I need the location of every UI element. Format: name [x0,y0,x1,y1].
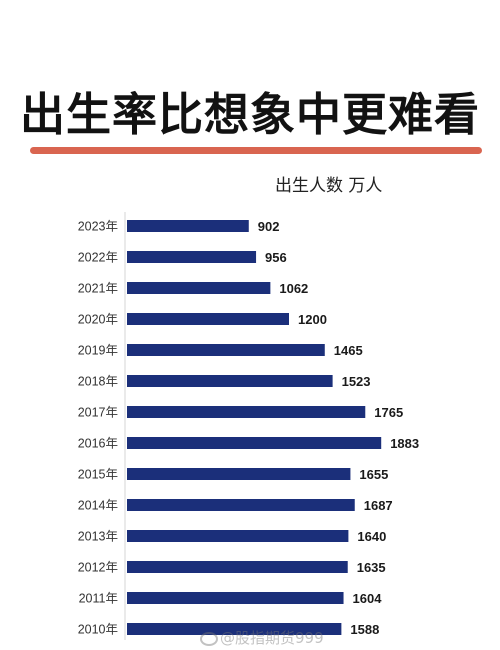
year-label: 2023年 [78,220,118,234]
value-label: 1635 [357,560,386,575]
value-label: 1523 [342,374,371,389]
value-label: 1765 [374,405,403,420]
bar [127,437,382,449]
bar [127,220,249,232]
bar [127,592,344,604]
year-label: 2021年 [78,282,118,296]
unit-label: 出生人数 万人 [275,176,383,196]
bar [127,313,289,325]
watermark: @股指期货999 [200,627,324,648]
year-label: 2012年 [78,561,118,575]
year-label: 2018年 [78,375,118,389]
value-label: 1655 [359,467,388,482]
value-label: 902 [258,219,280,234]
weibo-icon [200,631,218,646]
bar [127,251,257,263]
value-label: 1588 [350,622,379,637]
value-label: 1604 [353,591,383,606]
headline: 出生率比想象中更难看 [19,88,480,141]
headline-underline [30,147,482,154]
year-label: 2017年 [78,406,118,420]
year-label: 2010年 [78,623,118,637]
watermark-text: @股指期货999 [220,629,324,647]
year-label: 2019年 [78,344,118,358]
bar [127,530,349,542]
value-label: 1200 [298,312,327,327]
bar [127,406,366,418]
value-label: 1062 [279,281,308,296]
bars-group: 2023年 902 2022年 956 2021年 1062 2020年 1200 2019年 1… [78,219,419,637]
year-label: 2013年 [78,530,118,544]
year-label: 2014年 [78,499,118,513]
value-label: 1465 [334,343,363,358]
value-label: 1640 [357,529,386,544]
bar [127,623,342,635]
bar [127,499,355,511]
year-label: 2022年 [78,251,118,265]
year-label: 2015年 [78,468,118,482]
bar [127,561,348,573]
bar [127,344,325,356]
year-label: 2020年 [78,313,118,327]
year-label: 2016年 [78,437,118,451]
value-label: 1687 [364,498,393,513]
bar [127,282,271,294]
birth-bar-chart: 2023年 902 2022年 956 2021年 1062 2020年 1200 2019年 1… [78,212,419,640]
bar [127,375,333,387]
bar [127,468,351,480]
value-label: 1883 [390,436,419,451]
value-label: 956 [265,250,287,265]
year-label: 2011年 [79,592,118,606]
